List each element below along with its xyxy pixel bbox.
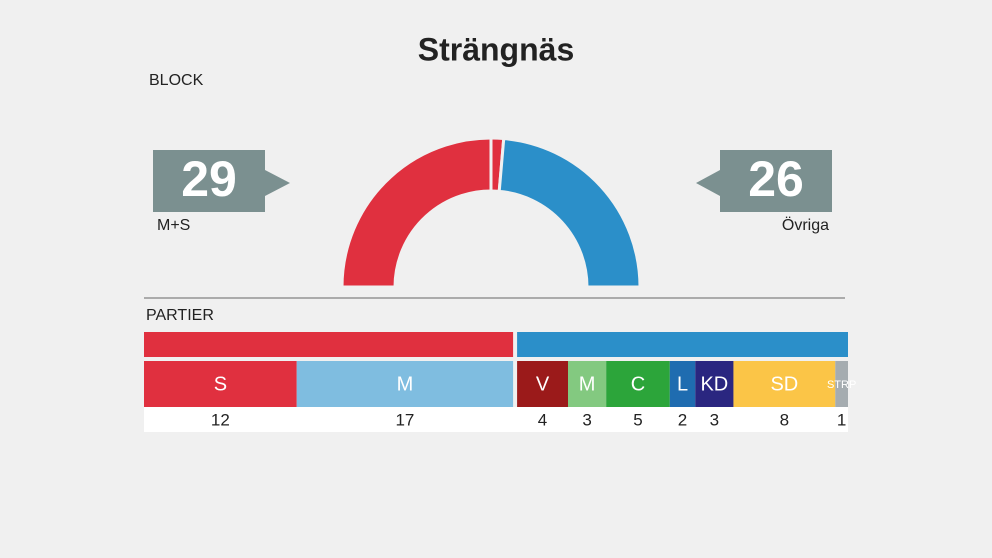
party-bar xyxy=(669,361,696,407)
party-bar xyxy=(144,361,297,407)
block-seats: 29 xyxy=(181,151,237,207)
block-name: M+S xyxy=(157,217,190,234)
party-bar xyxy=(296,361,514,407)
block-arc xyxy=(340,136,506,289)
party-seats: 3 xyxy=(582,410,591,429)
block-seats: 26 xyxy=(748,151,804,207)
block-box-pointer xyxy=(265,170,290,196)
parties-heading: PARTIER xyxy=(146,307,214,324)
block-heading: BLOCK xyxy=(149,72,204,89)
party-bar xyxy=(517,361,568,407)
block-box xyxy=(153,150,265,212)
party-name: M xyxy=(579,373,596,395)
block-bar xyxy=(144,332,514,357)
party-seats: 3 xyxy=(710,410,719,429)
seat-row xyxy=(144,407,848,432)
block-bar xyxy=(517,332,848,357)
party-seats: 17 xyxy=(395,410,414,429)
block-box-pointer xyxy=(696,170,720,196)
party-name: L xyxy=(677,373,688,395)
party-seats: 2 xyxy=(678,410,687,429)
party-seats: 8 xyxy=(780,410,789,429)
party-bar xyxy=(606,361,670,407)
title: Strängnäs xyxy=(418,31,574,67)
party-seats: 1 xyxy=(837,410,846,429)
party-seats: 12 xyxy=(211,410,230,429)
party-name: SD xyxy=(770,373,798,395)
party-name: V xyxy=(536,373,550,395)
block-name: Övriga xyxy=(782,216,829,234)
party-name: M xyxy=(397,373,414,395)
party-bar xyxy=(733,361,836,407)
party-bar xyxy=(835,361,848,407)
party-name: STRP xyxy=(827,379,856,391)
party-seats: 4 xyxy=(538,410,547,429)
party-name: KD xyxy=(700,373,728,395)
party-seats: 5 xyxy=(633,410,642,429)
party-name: C xyxy=(631,373,645,395)
party-bar xyxy=(695,361,734,407)
party-name: S xyxy=(214,373,227,395)
block-box xyxy=(720,150,832,212)
party-bar xyxy=(568,361,607,407)
block-arc xyxy=(497,136,642,289)
